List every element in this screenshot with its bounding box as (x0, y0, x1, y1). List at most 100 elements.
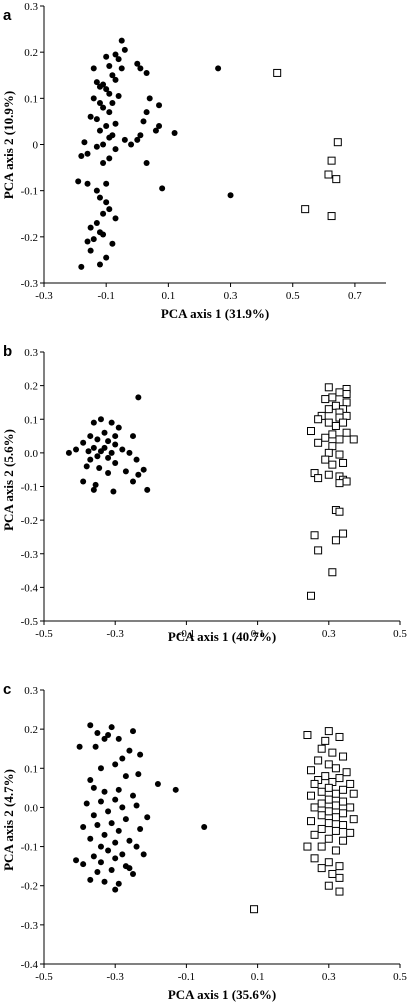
x-tick-label: 0.5 (393, 971, 407, 983)
data-point (73, 446, 80, 453)
data-point (331, 789, 340, 798)
chart-panel-c: -0.4 -0.3 -0.2 -0.1 0.0 0.1 0.2 0.3 -0.5 -0.3 -0.1… (1, 681, 407, 1002)
x-tick-label: 0.5 (393, 628, 407, 640)
data-point (328, 869, 337, 878)
data-point (339, 418, 348, 427)
data-point (101, 735, 108, 742)
data-point (332, 175, 341, 184)
data-point (339, 458, 348, 467)
x-axis-label: PCA axis 1 (31.9%) (161, 306, 269, 321)
data-point (335, 507, 344, 516)
y-axis-label: PCA axis 2 (10.9%) (1, 91, 16, 199)
y-tick-label: 0.3 (24, 347, 38, 359)
data-point (143, 159, 150, 166)
data-point (101, 831, 108, 838)
data-point (112, 886, 119, 893)
data-point (94, 822, 101, 829)
data-point (137, 825, 144, 832)
data-point (101, 878, 108, 885)
data-point (93, 187, 100, 194)
data-point (112, 146, 119, 153)
data-point (101, 788, 108, 795)
x-tick-label: -0.3 (35, 290, 53, 302)
data-point (106, 109, 113, 116)
data-point (100, 104, 107, 111)
data-point (115, 56, 122, 63)
series-1 (75, 37, 234, 270)
data-point (146, 95, 153, 102)
data-point (101, 429, 108, 436)
data-point (103, 180, 110, 187)
data-point (73, 857, 80, 864)
data-point (78, 153, 85, 160)
series-1 (73, 722, 208, 893)
data-point (115, 424, 122, 431)
data-point (119, 755, 126, 762)
data-point (140, 118, 147, 125)
data-point (321, 455, 330, 464)
data-point (108, 867, 115, 874)
data-point (80, 478, 87, 485)
data-point (314, 756, 323, 765)
data-point (87, 113, 94, 120)
x-tick-label: -0.5 (35, 628, 53, 640)
data-point (106, 63, 113, 70)
data-point (317, 824, 326, 833)
data-point (112, 441, 119, 448)
data-point (335, 450, 344, 459)
x-tick-label: -0.5 (35, 971, 53, 983)
data-point (324, 807, 333, 816)
data-point (65, 449, 72, 456)
data-point (137, 751, 144, 758)
x-tick-label: 0.1 (161, 290, 175, 302)
x-tick-label: -0.1 (178, 971, 195, 983)
data-point (156, 123, 163, 130)
data-point (96, 261, 103, 268)
x-tick-label: -0.3 (106, 971, 124, 983)
data-point (227, 192, 234, 199)
data-point (140, 466, 147, 473)
data-point (140, 851, 147, 858)
series-2 (307, 383, 358, 600)
data-point (130, 728, 136, 735)
data-point (105, 808, 112, 815)
data-point (90, 486, 97, 493)
data-point (317, 744, 326, 753)
data-point (327, 156, 336, 165)
data-point (87, 722, 94, 729)
data-point (128, 141, 135, 148)
data-point (80, 861, 87, 868)
data-point (118, 37, 125, 44)
data-point (105, 847, 112, 854)
data-point (314, 546, 323, 555)
data-point (90, 65, 97, 72)
data-point (80, 439, 87, 446)
data-point (335, 774, 344, 783)
data-point (93, 143, 100, 150)
data-point (112, 855, 119, 862)
data-point (93, 219, 100, 226)
data-point (130, 792, 136, 799)
data-point (94, 869, 101, 876)
data-point (346, 803, 355, 812)
data-point (324, 383, 333, 392)
y-tick-label: 0.0 (24, 448, 38, 460)
y-tick-label: 0.2 (24, 381, 38, 393)
data-point (75, 178, 82, 185)
y-tick-label: -0.2 (21, 232, 38, 244)
data-point (314, 415, 323, 424)
data-point (324, 448, 333, 457)
data-point (103, 123, 110, 130)
data-point (328, 748, 337, 757)
data-point (349, 815, 358, 824)
data-point (105, 454, 112, 461)
data-point (156, 102, 163, 109)
data-point (331, 813, 340, 822)
data-point (112, 796, 119, 803)
data-point (137, 65, 144, 72)
y-tick-label: 0.2 (24, 724, 38, 736)
x-tick-label: 0.7 (348, 290, 362, 302)
data-point (321, 772, 330, 781)
data-point (93, 116, 100, 123)
x-tick-label: -0.1 (97, 290, 114, 302)
